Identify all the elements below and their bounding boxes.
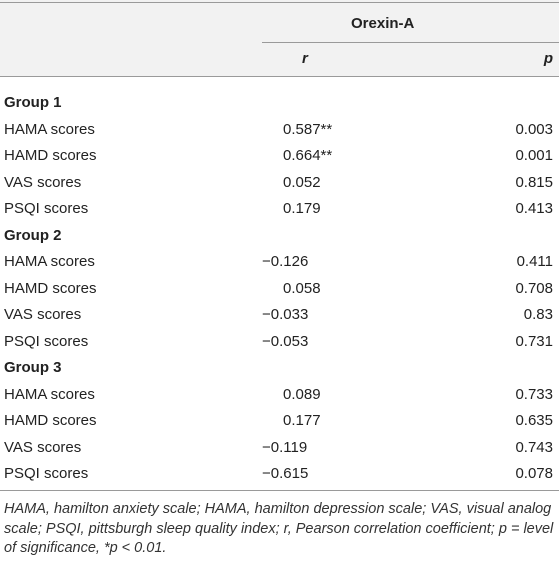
header-band [0, 0, 559, 76]
column-header: p [543, 50, 553, 67]
cell-p: 0.731 [515, 332, 553, 350]
row-label: HAMA scores [4, 385, 95, 403]
cell-r: 0.664** [283, 147, 333, 164]
row-label: HAMA scores [4, 120, 95, 138]
row-label: HAMD scores [4, 279, 97, 297]
header-title: Orexin-A [351, 15, 415, 32]
cell-r: 0.179 [283, 200, 321, 217]
cell-p: 0.003 [515, 120, 553, 138]
cell-r: −0.053 [262, 332, 309, 350]
row-label: HAMA scores [4, 253, 95, 270]
cell-p: 0.733 [515, 385, 553, 403]
cell-r: −0.033 [262, 306, 309, 323]
cell-p: 0.83 [523, 306, 553, 323]
row-label: HAMD scores [4, 412, 97, 429]
column-header: r [302, 50, 308, 67]
cell-r: 0.052 [283, 173, 321, 191]
cell-p: 0.743 [515, 438, 553, 456]
cell-r: −0.615 [262, 465, 309, 482]
group-label: Group 2 [4, 226, 62, 244]
rule [0, 2, 559, 3]
cell-p: 0.708 [515, 279, 553, 297]
cell-r: 0.587** [283, 120, 333, 138]
cell-p: 0.815 [515, 173, 553, 191]
rule [262, 42, 559, 43]
rule [0, 76, 559, 77]
row-label: VAS scores [4, 173, 82, 191]
cell-r: 0.177 [283, 412, 321, 429]
cell-r: −0.119 [262, 438, 308, 456]
cell-p: 0.078 [515, 465, 553, 482]
cell-p: 0.635 [515, 412, 553, 429]
cell-p: 0.411 [516, 253, 553, 270]
cell-r: 0.058 [283, 279, 321, 297]
row-label: VAS scores [4, 438, 82, 456]
group-label: Group 1 [4, 94, 62, 111]
footnote: HAMA, hamilton anxiety scale; HAMA, hami… [4, 501, 554, 556]
group-label: Group 3 [4, 359, 62, 376]
row-label: PSQI scores [4, 465, 89, 482]
cell-r: 0.089 [283, 385, 321, 403]
row-label: HAMD scores [4, 147, 97, 164]
cell-p: 0.001 [515, 147, 553, 164]
row-label: PSQI scores [4, 332, 89, 350]
cell-r: −0.126 [262, 253, 309, 270]
rule [0, 490, 559, 491]
row-label: VAS scores [4, 306, 82, 323]
row-label: PSQI scores [4, 200, 89, 217]
cell-p: 0.413 [515, 200, 553, 217]
